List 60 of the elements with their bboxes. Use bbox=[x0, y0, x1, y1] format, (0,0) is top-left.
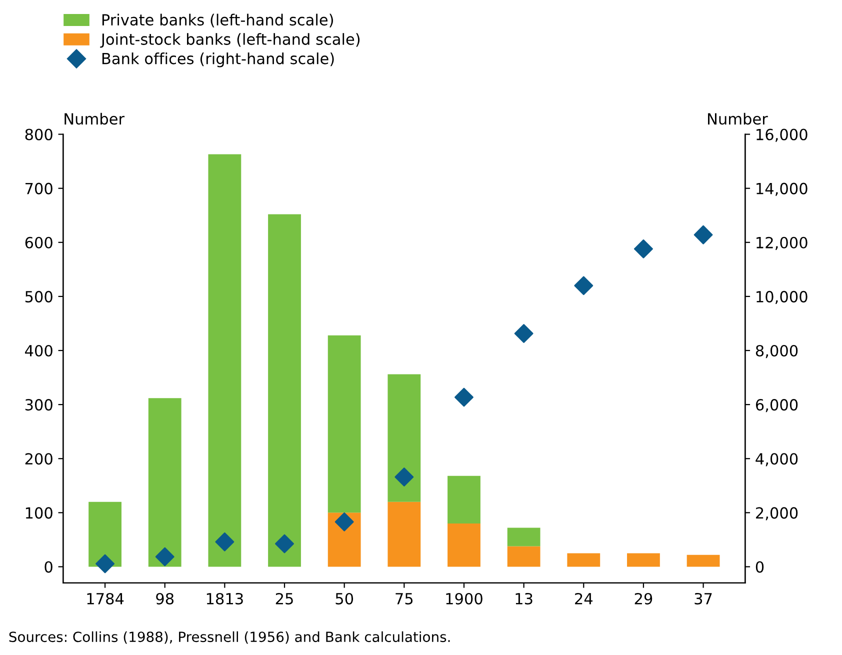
bar bbox=[328, 335, 361, 513]
point bbox=[634, 239, 653, 258]
bar bbox=[686, 554, 720, 567]
point bbox=[215, 532, 234, 552]
point bbox=[334, 512, 354, 532]
bar bbox=[448, 476, 480, 524]
y-tick-label: 300 bbox=[25, 399, 52, 411]
y-axis-title: Number bbox=[64, 112, 125, 125]
y2-tick-label: 8,000 bbox=[756, 344, 798, 358]
y2-tick-label: 10,000 bbox=[756, 290, 808, 304]
bar bbox=[88, 502, 122, 567]
bar bbox=[208, 154, 242, 567]
legend-label: Private banks (left-hand scale) bbox=[102, 14, 333, 28]
x-tick-label: 50 bbox=[336, 592, 354, 604]
source-note: Sources: Collins (1988), Pressnell (1956) and Bank calculations. bbox=[9, 631, 450, 644]
y-tick-label: 100 bbox=[26, 507, 52, 519]
y2-tick-label: 16,000 bbox=[756, 128, 808, 142]
y-tick-label: 0 bbox=[44, 561, 52, 573]
y2-tick-label: 14,000 bbox=[756, 182, 808, 196]
bar bbox=[507, 528, 540, 546]
y-tick-label: 200 bbox=[25, 453, 52, 465]
y-tick-label: 400 bbox=[25, 344, 52, 357]
x-tick-label: 29 bbox=[634, 592, 652, 604]
point bbox=[454, 388, 474, 407]
x-tick-label: 1900 bbox=[446, 592, 482, 604]
y2-tick-label: 0 bbox=[756, 561, 764, 573]
bar bbox=[268, 214, 301, 567]
point bbox=[694, 225, 713, 244]
point bbox=[96, 554, 115, 574]
x-tick-label: 98 bbox=[156, 592, 174, 604]
x-tick-label: 13 bbox=[516, 592, 532, 604]
bar bbox=[148, 398, 182, 567]
legend-label: Joint-stock banks (left-hand scale) bbox=[100, 33, 360, 48]
y-tick-label: 800 bbox=[25, 128, 52, 140]
y-tick-label: 500 bbox=[25, 290, 52, 302]
bar bbox=[627, 553, 660, 567]
x-tick-label: 37 bbox=[694, 592, 712, 604]
x-tick-label: 24 bbox=[575, 592, 592, 604]
bar bbox=[507, 546, 540, 567]
y2-tick-label: 2,000 bbox=[756, 507, 798, 520]
point bbox=[394, 468, 414, 486]
y2-axis-title: Number bbox=[708, 112, 768, 125]
point bbox=[514, 324, 534, 343]
y-tick-label: 700 bbox=[26, 182, 52, 194]
y2-tick-label: 4,000 bbox=[756, 453, 798, 466]
point bbox=[155, 547, 174, 566]
x-tick-label: 1813 bbox=[206, 592, 243, 604]
y2-tick-label: 6,000 bbox=[756, 399, 798, 412]
bar bbox=[448, 523, 480, 567]
bar bbox=[567, 553, 600, 567]
x-tick-label: 25 bbox=[276, 592, 293, 604]
bar bbox=[388, 374, 421, 502]
x-tick-label: 75 bbox=[396, 593, 413, 604]
y2-tick-label: 12,000 bbox=[756, 236, 808, 250]
point bbox=[574, 276, 594, 296]
legend-label: Bank offices (right-hand scale) bbox=[102, 52, 334, 68]
point bbox=[275, 534, 294, 554]
bar bbox=[388, 502, 421, 567]
y-tick-label: 600 bbox=[25, 236, 52, 248]
x-tick-label: 1784 bbox=[87, 592, 124, 604]
